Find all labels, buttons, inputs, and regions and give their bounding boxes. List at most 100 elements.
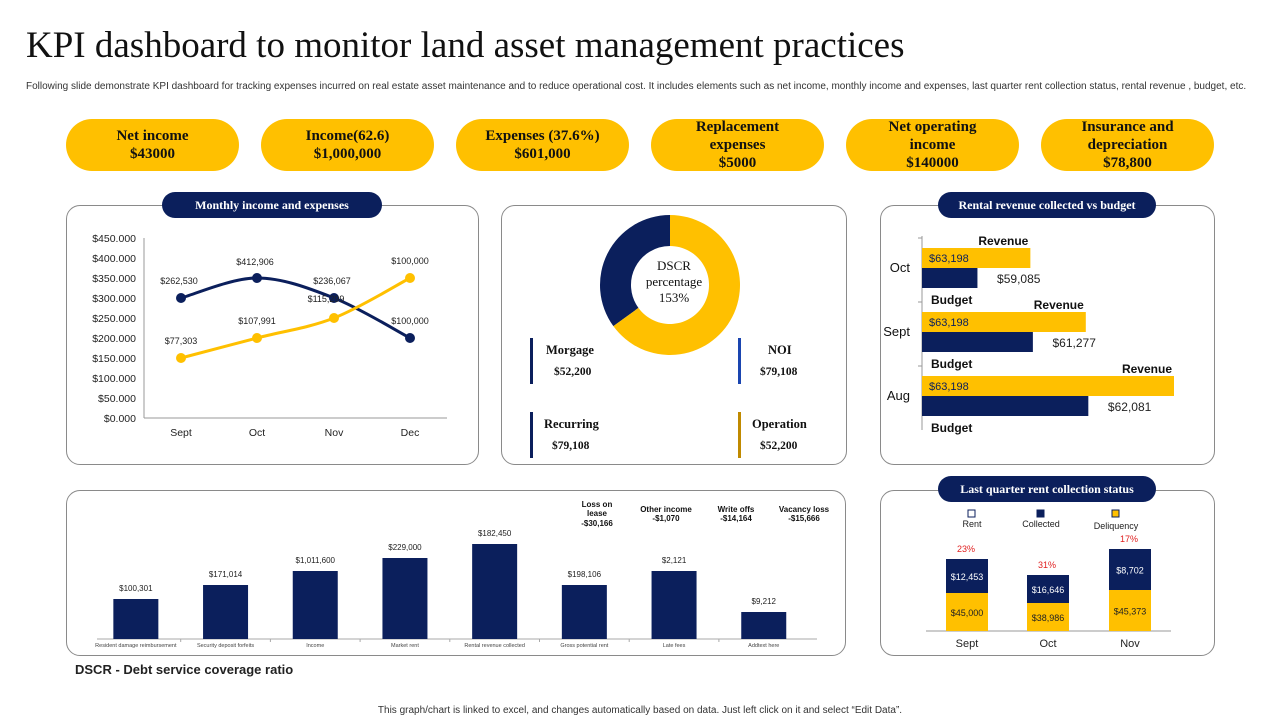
rent-breakdown-panel: $100,301 Resident damage reimbursement $17…	[66, 490, 846, 656]
dscr-item-label: NOI	[768, 343, 792, 357]
kpi-label-2: expenses	[709, 137, 766, 153]
x-tick-label: Income	[306, 643, 324, 649]
kpi-insurance-depreciation[interactable]: Insurance and depreciation $78,800	[1041, 119, 1214, 171]
dscr-item-label: Morgage	[546, 343, 594, 357]
donut-slice	[600, 215, 670, 327]
rent-bar	[946, 593, 988, 631]
percent-label: 31%	[1038, 560, 1056, 570]
monthly-line-chart: $0.000 $50.000 $100.000 $150.000 $200.000 $25…	[92, 233, 447, 439]
footer-note: This graph/chart is linked to excel, and…	[377, 705, 903, 716]
rent-bar	[1027, 603, 1069, 631]
annotation-label: lease	[587, 509, 608, 518]
dscr-item-label: Operation	[752, 417, 807, 431]
annotation-label: Vacancy loss	[779, 505, 830, 514]
dscr-item-noi: NOI $79,108	[760, 343, 797, 378]
rent-bar	[1109, 590, 1151, 631]
rental-bar-chart: $63,198 $59,085 Revenue Budget Oct $63,198 $61…	[883, 234, 1174, 435]
bar-value-label: $229,000	[388, 543, 422, 552]
dscr-panel: DSCR percentage 153% Morgage $52,200 NOI…	[501, 205, 847, 465]
data-label: $77,303	[165, 336, 198, 346]
annotation-label: Loss on	[582, 500, 613, 509]
x-tick-label: Sept	[170, 427, 192, 439]
kpi-expenses[interactable]: Expenses (37.6%) $601,000	[456, 119, 629, 171]
dscr-center-line1: DSCR	[657, 258, 691, 273]
y-tick-label: $150.000	[92, 353, 136, 365]
rent-status-stacked-chart: Rent Collected Deliquency $45,000 $12,453 23%…	[926, 509, 1171, 650]
bar-value-label: $2,121	[662, 556, 687, 565]
kpi-label: Replacement	[695, 119, 780, 135]
dscr-item-value: $79,108	[552, 440, 590, 452]
annotation-label: Write offs	[718, 505, 755, 514]
kpi-income[interactable]: Income(62.6) $1,000,000	[261, 119, 434, 171]
kpi-label: Expenses (37.6%)	[485, 128, 600, 144]
rent-value-label: $38,986	[1032, 613, 1065, 623]
revenue-series-label: Revenue	[1034, 298, 1084, 312]
collected-value-label: $12,453	[951, 572, 984, 582]
annotation-value: -$14,164	[720, 514, 752, 523]
kpi-value: $1,000,000	[313, 146, 382, 162]
revenue-value-label: $63,198	[929, 317, 969, 329]
percent-label: 17%	[1120, 534, 1138, 544]
annotation-value: -$15,666	[788, 514, 820, 523]
x-tick-label: Addtext here	[748, 643, 779, 649]
dscr-item-label: Recurring	[544, 417, 599, 431]
budget-value-label: $61,277	[1052, 336, 1096, 350]
legend-label: Collected	[1022, 519, 1060, 529]
dscr-footnote: DSCR - Debt service coverage ratio	[75, 662, 294, 677]
data-point	[252, 333, 262, 343]
rent-value-label: $45,373	[1114, 607, 1147, 617]
monthly-income-panel: $0.000 $50.000 $100.000 $150.000 $200.000 $25…	[66, 205, 479, 465]
recurring-marker	[530, 412, 533, 458]
dscr-item-recurring: Recurring $79,108	[544, 417, 599, 452]
kpi-net-operating-income[interactable]: Net operating income $140000	[846, 119, 1019, 171]
x-tick-label: Nov	[325, 427, 344, 439]
series-line-expenses	[180, 276, 411, 360]
budget-bar	[922, 332, 1033, 352]
kpi-value: $78,800	[1103, 155, 1152, 171]
x-tick-label: Oct	[1039, 638, 1056, 650]
y-tick-label: $300.000	[92, 293, 136, 305]
bar-value-label: $9,212	[752, 597, 777, 606]
kpi-label: Income(62.6)	[305, 128, 390, 144]
bar-value-label: $171,014	[209, 570, 243, 579]
data-label: $107,991	[238, 316, 276, 326]
kpi-label: Insurance and	[1081, 119, 1174, 135]
percent-label: 23%	[957, 544, 975, 554]
revenue-bar	[922, 312, 1086, 332]
bar	[651, 571, 697, 639]
y-tick-label: $100.000	[92, 373, 136, 385]
bar-value-label: $1,011,600	[296, 556, 336, 565]
kpi-value: $43000	[130, 146, 175, 162]
data-label: $262,530	[160, 276, 198, 286]
page-subtitle: Following slide demonstrate KPI dashboar…	[26, 81, 1247, 92]
data-point	[329, 293, 339, 303]
budget-bar	[922, 268, 978, 288]
dscr-item-operation: Operation $52,200	[752, 417, 807, 452]
bar	[203, 585, 249, 639]
x-tick-label: Nov	[1120, 638, 1140, 650]
bar-value-label: $100,301	[119, 584, 153, 593]
kpi-replacement-expenses[interactable]: Replacement expenses $5000	[651, 119, 824, 171]
dscr-donut-chart	[600, 215, 740, 355]
x-tick-label: Sept	[956, 638, 979, 650]
bar-value-label: $182,450	[478, 529, 512, 538]
data-label: $412,906	[236, 257, 274, 267]
y-tick-label: $400.000	[92, 253, 136, 265]
x-tick-label: Market rent	[391, 643, 419, 649]
data-point	[176, 293, 186, 303]
donut-slice	[613, 215, 740, 355]
rent-status-panel-title: Last quarter rent collection status	[938, 476, 1156, 502]
collected-bar	[946, 559, 988, 593]
bar	[113, 599, 159, 639]
data-point	[405, 333, 415, 343]
data-point	[176, 353, 186, 363]
budget-series-label: Budget	[931, 421, 972, 435]
kpi-value: $5000	[718, 155, 757, 171]
category-label: Sept	[883, 324, 910, 339]
revenue-value-label: $63,198	[929, 253, 969, 265]
annotation-value: -$30,166	[581, 519, 613, 528]
annotation-label: Other income	[640, 505, 692, 514]
monthly-panel-title: Monthly income and expenses	[162, 192, 382, 218]
x-tick-label: Gross potential rent	[560, 643, 608, 649]
kpi-net-income[interactable]: Net income $43000	[66, 119, 239, 171]
